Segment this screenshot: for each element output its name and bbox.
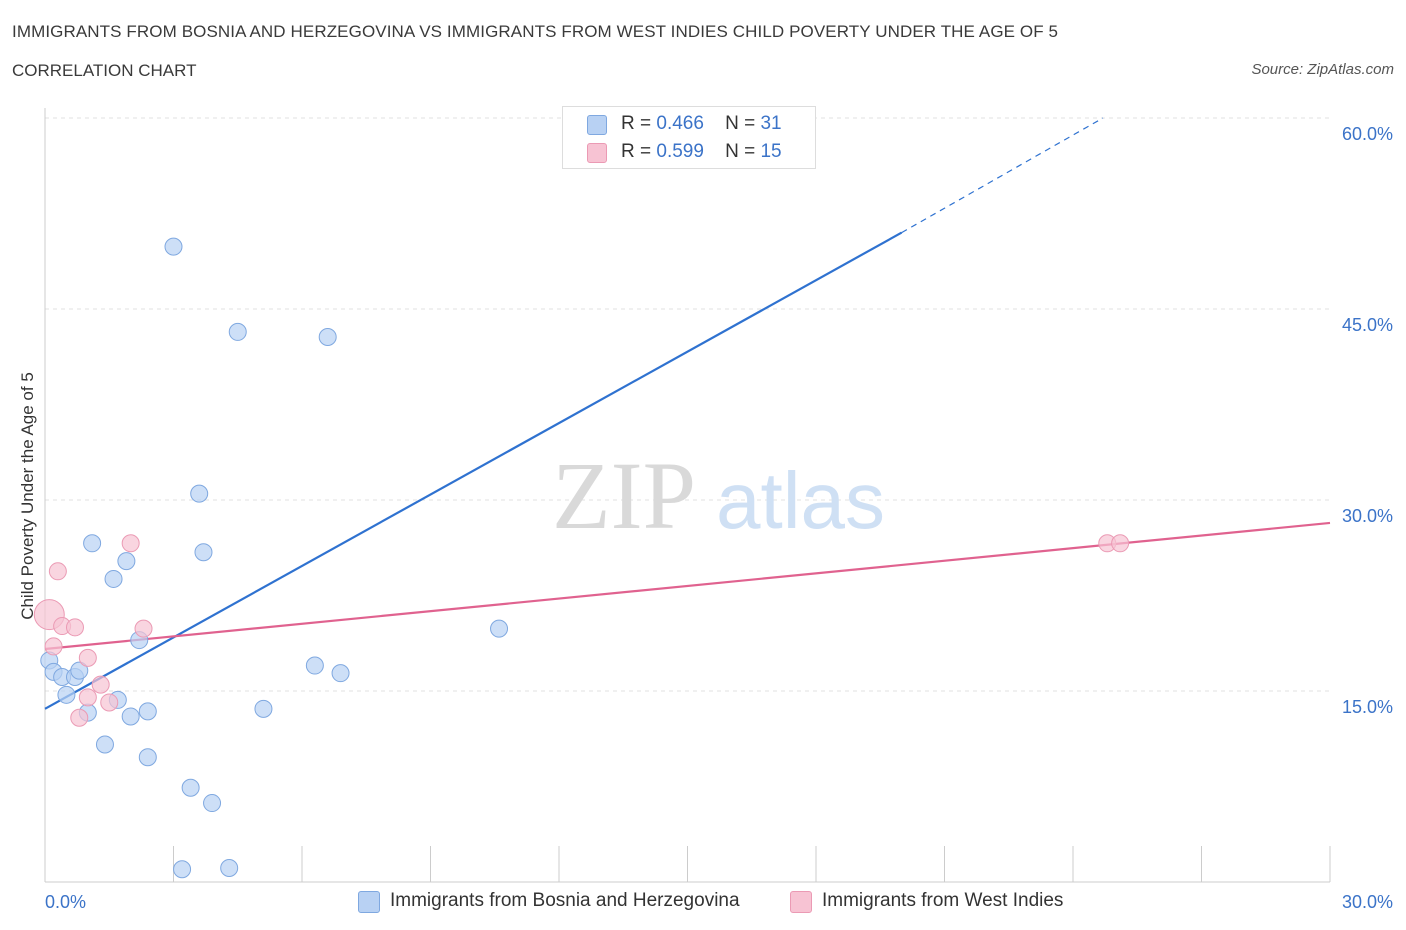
point-bosnia-16: [164, 237, 183, 256]
point-bosnia-9: [104, 569, 123, 588]
point-bosnia-28: [490, 619, 509, 638]
y-tick-label-0: 15.0%: [1342, 697, 1393, 717]
watermark-atlas: atlas: [716, 456, 885, 545]
legend-blue-r-value: 0.466: [656, 113, 704, 134]
bottom-legend-swatch-pink: [790, 891, 812, 913]
legend-pink-r-label: R =: [621, 141, 652, 162]
tick-labels: 15.0% 30.0% 45.0% 60.0% 0.0% 30.0%: [45, 124, 1393, 912]
axes: [44, 108, 1331, 883]
chart-subtitle: CORRELATION CHART: [12, 61, 197, 80]
point-west-indies-11: [134, 619, 153, 638]
point-bosnia-3: [57, 685, 76, 704]
x-tick-label-0: 0.0%: [45, 892, 86, 912]
correlation-legend: R = 0.466 N = 31 R = 0.599 N = 15: [562, 106, 816, 169]
y-axis-label: Child Poverty Under the Age of 5: [18, 372, 37, 620]
legend-blue-r-label: R =: [621, 113, 652, 134]
point-bosnia-17: [173, 860, 192, 879]
point-west-indies-10: [121, 534, 140, 553]
chart-title: IMMIGRANTS FROM BOSNIA AND HERZEGOVINA V…: [12, 22, 1059, 41]
legend-swatch-blue: [587, 115, 607, 135]
point-bosnia-27: [331, 664, 350, 683]
watermark: ZIP atlas: [552, 442, 885, 549]
point-bosnia-7: [83, 534, 102, 553]
watermark-zip: ZIP: [552, 442, 696, 549]
point-bosnia-23: [228, 322, 247, 341]
legend-swatch-pink: [587, 143, 607, 163]
point-west-indies-2: [48, 562, 67, 581]
legend-pink-n-label: N =: [725, 141, 756, 162]
bottom-legend-swatch-blue: [358, 891, 380, 913]
point-bosnia-25: [305, 656, 324, 675]
point-bosnia-18: [181, 778, 200, 797]
point-west-indies-13: [1111, 534, 1130, 553]
point-west-indies-6: [78, 648, 97, 667]
bottom-legend-label-west-indies: Immigrants from West Indies: [822, 890, 1064, 911]
point-west-indies-1: [44, 637, 63, 656]
point-bosnia-11: [117, 552, 136, 571]
point-west-indies-4: [65, 618, 84, 637]
legend-blue-n-label: N =: [725, 113, 756, 134]
bottom-legend-label-bosnia: Immigrants from Bosnia and Herzegovina: [390, 890, 740, 911]
legend-pink-r-value: 0.599: [656, 141, 704, 162]
point-bosnia-24: [254, 699, 273, 718]
y-tick-label-3: 60.0%: [1342, 124, 1393, 144]
point-bosnia-12: [121, 707, 140, 726]
point-bosnia-21: [203, 794, 222, 813]
point-bosnia-8: [95, 735, 114, 754]
point-west-indies-8: [91, 675, 110, 694]
y-tick-label-2: 45.0%: [1342, 315, 1393, 335]
point-bosnia-19: [190, 484, 209, 503]
source-credit: Source: ZipAtlas.com: [1251, 61, 1394, 78]
legend-pink-n-value: 15: [760, 141, 782, 162]
point-west-indies-5: [70, 708, 89, 727]
point-bosnia-5: [70, 661, 89, 680]
trend-lines: [44, 117, 1331, 710]
point-west-indies-9: [100, 693, 119, 712]
legend-blue-n-value: 31: [760, 113, 782, 134]
point-bosnia-22: [220, 858, 239, 877]
point-bosnia-15: [138, 748, 157, 767]
series-bosnia-points: [40, 144, 710, 879]
grid-lines: [45, 117, 1330, 692]
y-tick-label-1: 30.0%: [1342, 506, 1393, 526]
trend-line-bosnia: [44, 231, 903, 710]
x-tick-label-1: 30.0%: [1342, 892, 1393, 912]
point-bosnia-20: [194, 543, 213, 562]
point-bosnia-14: [138, 702, 157, 721]
point-west-indies-7: [78, 688, 97, 707]
trend-line-bosnia-extension: [901, 117, 1104, 234]
series-west-indies-points: [33, 534, 1130, 727]
point-bosnia-26: [318, 328, 337, 347]
